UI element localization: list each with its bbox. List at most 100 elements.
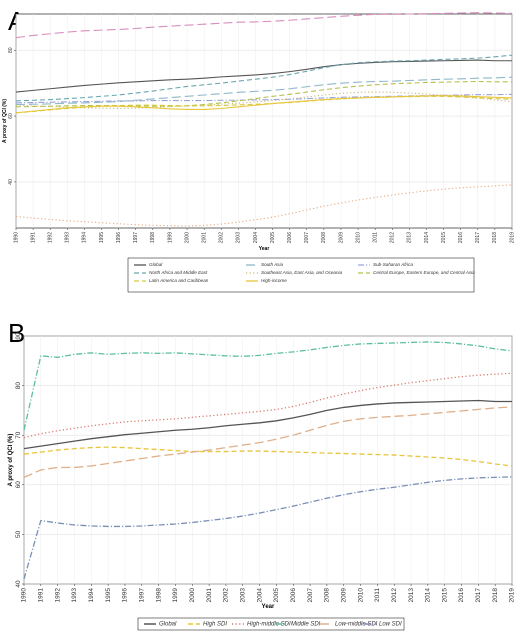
x-tick-label: 2000 <box>184 232 190 243</box>
x-tick-label: 1991 <box>30 232 36 243</box>
x-tick-label: 1990 <box>21 588 28 603</box>
series-line-sub-saharan-africa <box>15 93 513 104</box>
x-tick-label: 2005 <box>270 232 276 243</box>
x-tick-label: 1994 <box>88 588 95 603</box>
x-tick-label: 1995 <box>105 588 112 603</box>
legend-label-global: Global <box>149 262 163 267</box>
x-tick-label: 2016 <box>458 588 465 603</box>
x-tick-label: 2019 <box>509 232 515 243</box>
chart-a-legend-items: Global South Asia Sub-Saharan Africa North … <box>134 262 475 283</box>
x-tick-label: 2009 <box>340 588 347 603</box>
series-line-north-africa-and-middle-east <box>15 54 513 102</box>
y-tick-label: 80 <box>8 47 14 53</box>
x-tick-label: 2004 <box>256 588 263 603</box>
x-tick-label: 2008 <box>324 588 331 603</box>
y-tick-label: 90 <box>15 332 22 340</box>
series-line-global <box>23 399 512 450</box>
x-tick-label: 1996 <box>116 232 122 243</box>
series-line-central-europe-eastern-europe-and-central-asia <box>15 80 512 108</box>
x-tick-label: 2007 <box>307 588 314 603</box>
legend-label-high-sdi: High SDI <box>203 622 227 628</box>
x-tick-label: 2006 <box>290 588 297 603</box>
legend-label-middle-sdi: Middle SDI <box>291 622 321 628</box>
x-tick-label: 2016 <box>458 232 464 243</box>
x-tick-label: 2018 <box>492 232 498 243</box>
x-tick-label: 2002 <box>223 588 230 603</box>
x-tick-label: 1998 <box>150 232 156 243</box>
x-tick-label: 2005 <box>273 588 280 603</box>
chart-b-plot-area <box>23 335 513 585</box>
x-tick-label: 2003 <box>236 232 242 243</box>
x-tick-label: 2002 <box>219 232 225 243</box>
chart-b-legend <box>137 617 405 631</box>
chart-b-y-ticks: 40 50 60 70 80 90 <box>15 332 24 588</box>
x-tick-label: 1996 <box>122 588 129 603</box>
x-tick-label: 1998 <box>155 588 162 603</box>
y-tick-label: 50 <box>15 530 22 538</box>
series-line-unlabeled-9 <box>15 184 513 227</box>
legend-label-south-asia: South Asia <box>261 262 283 267</box>
y-tick-label: 60 <box>15 481 22 489</box>
series-line-low-sdi <box>23 476 513 580</box>
x-tick-label: 1993 <box>71 588 78 603</box>
x-tick-label: 1997 <box>139 588 146 603</box>
legend-label-north-africa-and-middle-east: North Africa and Middle East <box>149 270 208 275</box>
chart-a-legend <box>127 257 475 293</box>
series-line-middle-sdi <box>23 341 513 431</box>
x-tick-label: 1994 <box>82 232 88 243</box>
x-tick-label: 1992 <box>48 232 54 243</box>
panel-b-letter: B <box>8 318 25 348</box>
chart-b-series-group <box>23 341 513 580</box>
x-tick-label: 2003 <box>239 588 246 603</box>
x-tick-label: 2014 <box>424 232 430 243</box>
y-tick-label: 80 <box>15 382 22 390</box>
chart-b-grid <box>23 335 513 585</box>
y-tick-label: 40 <box>8 179 14 185</box>
x-tick-label: 2012 <box>390 232 396 243</box>
x-tick-label: 2000 <box>189 588 196 603</box>
x-tick-label: 2011 <box>373 232 379 243</box>
x-tick-label: 2017 <box>475 232 481 243</box>
series-line-high-income <box>15 95 513 114</box>
legend-label-southeast-asia-east-asia-and-oceania: Southeast Asia, East Asia, and Oceania <box>261 270 343 275</box>
chart-b-legend-items: Global High SDI High-middle SDI Middle SDI L… <box>144 622 402 628</box>
legend-label-high-middle-sdi: High-middle SDI <box>247 622 291 628</box>
x-tick-label: 2010 <box>355 232 361 243</box>
legend-label-central-europe-eastern-europe-and-central-asia: Central Europe, Eastern Europe, and Cent… <box>373 270 475 275</box>
chart-b-x-ticks: 1990 1991 1992 1993 1994 1995 1996 1997 1998 1999… <box>21 584 516 602</box>
x-tick-label: 2008 <box>321 232 327 243</box>
chart-b-y-axis-title: A proxy of QCI (%) <box>8 434 14 487</box>
x-tick-label: 2018 <box>492 588 499 603</box>
series-line-southeast-asia-east-asia-and-oceania <box>15 91 513 110</box>
series-line-unlabeled-8 <box>15 12 513 39</box>
chart-a-y-ticks: 40 60 80 <box>8 47 16 185</box>
chart-a-series-group <box>15 12 513 227</box>
x-tick-label: 2011 <box>374 588 381 602</box>
x-tick-label: 2009 <box>338 232 344 243</box>
chart-a-grid <box>15 14 513 228</box>
x-tick-label: 2017 <box>475 588 482 603</box>
chart-b-x-axis-title: Year <box>262 604 275 610</box>
x-tick-label: 1999 <box>167 232 173 243</box>
x-tick-label: 2007 <box>304 232 310 243</box>
x-tick-label: 2015 <box>441 588 448 603</box>
series-line-high-middle-sdi <box>23 372 513 439</box>
chart-a-x-ticks: 1990 1991 1992 1993 1994 1995 1996 1997 1998 1999… <box>13 228 515 243</box>
legend-label-low-middle-sdi: Low-middle SDI <box>335 622 378 628</box>
x-tick-label: 2004 <box>253 232 259 243</box>
x-tick-label: 1999 <box>172 588 179 603</box>
x-tick-label: 1991 <box>38 588 45 603</box>
y-tick-label: 40 <box>15 580 22 588</box>
x-tick-label: 2019 <box>509 588 516 603</box>
x-tick-label: 2001 <box>206 588 213 603</box>
x-tick-label: 1995 <box>99 232 105 243</box>
legend-label-latin-america-and-caribbean: Latin America and Caribbean <box>149 278 209 283</box>
x-tick-label: 2001 <box>201 232 207 243</box>
legend-label-high-income: High-income <box>261 278 287 283</box>
legend-label-global: Global <box>159 622 177 628</box>
series-line-low-middle-sdi <box>23 406 513 478</box>
panel-b: B 40 50 60 70 80 90 1990 1991 1992 1993 1994 1995 1… <box>0 316 520 632</box>
series-line-high-sdi <box>23 446 513 467</box>
